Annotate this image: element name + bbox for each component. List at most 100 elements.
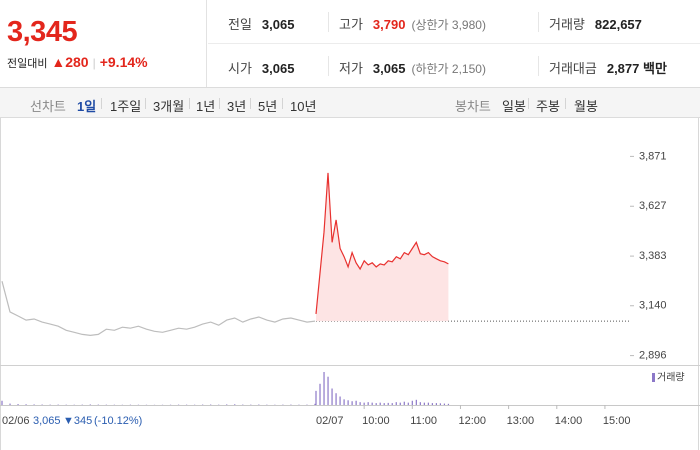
volume-bar [17, 404, 19, 405]
cell-value: 3,790 [372, 17, 406, 32]
summary-table: 전일 3,065 고가 3,790 (상한가 3,980) 거래량 822,657 시가… [208, 0, 700, 87]
volume-bar [343, 399, 345, 405]
volume-bar [355, 400, 357, 405]
volume-bar [226, 404, 228, 405]
volume-bar [347, 400, 349, 405]
change: 전일대비 ▲280 | +9.14% [7, 54, 148, 71]
price-line [315, 172, 449, 314]
summary-row: 시가 3,065 저가 3,065 (하한가 2,150) 거래대금 2,877 백만 [208, 44, 700, 87]
cell-label: 시가 [228, 61, 252, 76]
volume-bar [9, 403, 11, 405]
y-tick-label: 3,140 [639, 300, 667, 312]
cell-value: 3,065 [372, 61, 406, 76]
cell-value: 2,877 백만 [606, 61, 667, 76]
volume-bar [327, 376, 329, 405]
summary-cell: 전일 3,065 [228, 14, 294, 33]
close-rate: (-10.12%) [94, 415, 142, 427]
x-day-label: 02/07 [316, 415, 344, 427]
volume-bar [25, 404, 27, 405]
volume-bar [375, 403, 377, 405]
divider [328, 12, 329, 32]
volume-bar [339, 396, 341, 405]
divider [538, 56, 539, 76]
tab[interactable]: 1일 [77, 99, 97, 114]
change-label: 전일대비 [7, 58, 48, 70]
volume-bar [383, 403, 385, 405]
quote-box: 3,345 전일대비 ▲280 | +9.14% [0, 0, 207, 87]
x-tick-label: 14:00 [555, 415, 583, 427]
summary-cell: 거래대금 2,877 백만 [549, 58, 667, 77]
y-tick-label: 3,383 [639, 250, 667, 262]
tab[interactable]: 월봉 [574, 99, 598, 114]
divider [328, 56, 329, 76]
tab[interactable]: 1년 [196, 99, 216, 114]
cell-value: 822,657 [594, 17, 642, 32]
volume-bar [423, 402, 425, 405]
volume-bar [443, 403, 446, 405]
close-price: 3,065 [33, 415, 61, 427]
summary-cell: 저가 3,065 (하한가 2,150) [339, 58, 486, 77]
volume-bar [371, 402, 373, 405]
tab[interactable]: 3년 [227, 99, 247, 114]
volume-bar [391, 403, 393, 405]
volume-bar [387, 402, 389, 405]
cell-label: 저가 [339, 61, 363, 76]
volume-bar [419, 402, 421, 405]
volume-bar [403, 401, 405, 405]
tab[interactable]: 주봉 [536, 99, 560, 114]
cell-value: 3,065 [261, 17, 295, 32]
tab[interactable]: 3개월 [153, 99, 185, 114]
price-area [316, 172, 449, 322]
volume-bar [395, 402, 397, 405]
volume-bar [427, 402, 429, 405]
volume-bar [439, 403, 441, 405]
volume-bar [399, 402, 401, 405]
volume-bar [323, 372, 325, 405]
volume-bar [331, 388, 333, 405]
price-line [1, 281, 316, 337]
tab-group-label: 봉차트 [455, 99, 491, 114]
divider [189, 98, 190, 109]
divider [538, 12, 539, 32]
volume-bar [367, 402, 369, 405]
divider [282, 98, 283, 109]
cell-label: 고가 [339, 17, 363, 32]
y-tick-label: 3,627 [639, 200, 667, 212]
volume-bar [379, 402, 381, 405]
summary-row: 전일 3,065 고가 3,790 (상한가 3,980) 거래량 822,657 [208, 0, 700, 44]
x-tick-label: 13:00 [507, 415, 535, 427]
summary-cell: 고가 3,790 (상한가 3,980) [339, 14, 486, 33]
tab[interactable]: 10년 [290, 99, 317, 114]
x-tick-label: 11:00 [410, 415, 437, 427]
volume-bar [319, 383, 321, 405]
volume-legend-swatch [652, 373, 655, 382]
volume-bar [314, 403, 316, 405]
volume-bar [363, 402, 365, 405]
volume-bar [234, 404, 236, 405]
tab[interactable]: 일봉 [502, 99, 526, 114]
volume-bar [435, 403, 437, 405]
divider [528, 98, 529, 109]
divider [250, 98, 251, 109]
tab-group-label: 선차트 [30, 99, 66, 114]
volume-bar [33, 404, 35, 405]
volume-bar [415, 399, 417, 405]
period-tabs: 선차트 1일 1주일 3개월 1년 3년 5년 10년 봉차트 일봉 주봉 월봉 [0, 88, 700, 118]
y-tick-label: 3,871 [639, 150, 667, 162]
close-change: ▼345 [63, 415, 92, 427]
volume-bar [411, 400, 413, 405]
x-tick-label: 12:00 [458, 415, 486, 427]
change-amount: ▲280 [51, 54, 89, 70]
divider [219, 98, 220, 109]
x-day-label: 02/06 [2, 415, 30, 427]
volume-bar [89, 404, 91, 405]
volume-legend: 거래량 [657, 372, 685, 384]
volume-bar [407, 402, 409, 405]
volume-bar [447, 403, 450, 405]
tab[interactable]: 1주일 [110, 99, 142, 114]
divider [565, 98, 566, 109]
tab[interactable]: 5년 [258, 99, 278, 114]
summary-cell: 시가 3,065 [228, 58, 294, 77]
change-rate: +9.14% [99, 54, 148, 70]
